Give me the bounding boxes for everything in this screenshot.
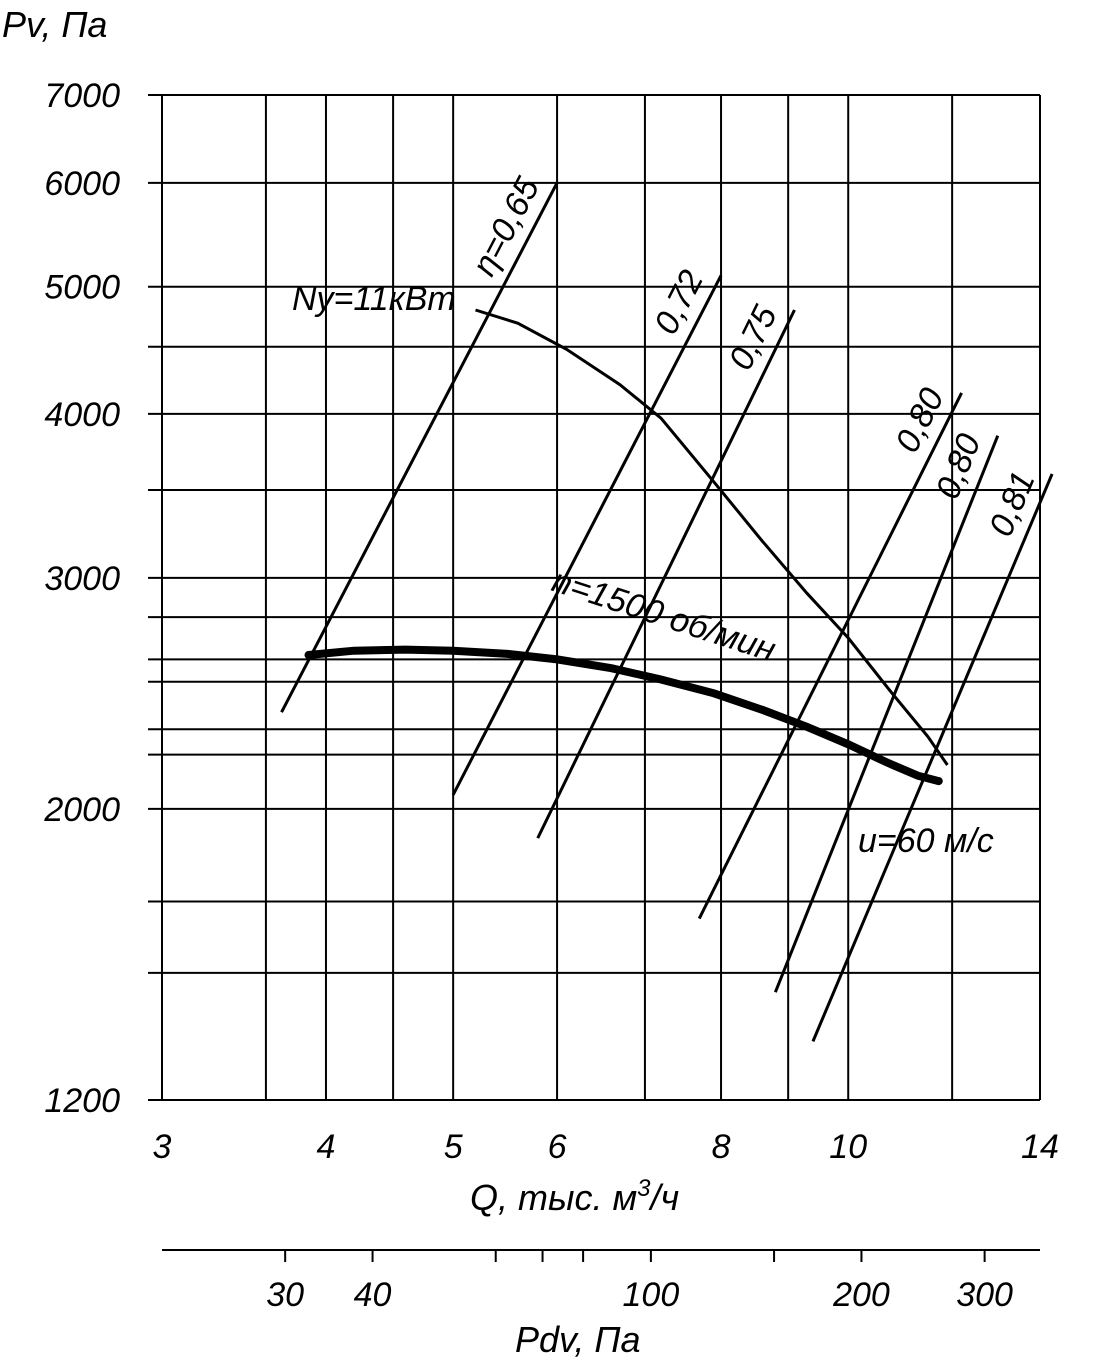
- efficiency-line: [536, 309, 796, 839]
- y-tick-label: 1200: [44, 1082, 120, 1120]
- power-curve: [475, 308, 949, 766]
- x-tick-label: 3: [153, 1128, 172, 1166]
- x2-tick-label: 300: [956, 1276, 1013, 1314]
- efficiency-label: 0,80: [888, 382, 952, 458]
- series-lines: [304, 308, 949, 786]
- efficiency-line: [811, 473, 1054, 1042]
- x2-tick-label: 40: [354, 1276, 392, 1314]
- tip-speed-label: u=60 м/с: [858, 822, 994, 860]
- x-tick-label: 5: [444, 1128, 463, 1166]
- y-tick-label: 3000: [44, 560, 120, 598]
- efficiency-line: [451, 274, 723, 796]
- y-tick-label: 4000: [44, 396, 120, 434]
- grid: [148, 94, 1041, 1262]
- x2-tick-label: 100: [623, 1276, 680, 1314]
- tick-labels: 1200 2000 3000 4000 5000 6000 7000 3 4 5 6 8 10 14 30 4…: [43, 77, 1059, 1314]
- efficiency-label: 0,72: [647, 264, 711, 340]
- x-tick-label: 6: [548, 1128, 567, 1166]
- efficiency-line: [773, 435, 1000, 993]
- x-axis-title-main: Q, тыс. м: [470, 1177, 637, 1218]
- power-label: Ny=11кВт: [292, 280, 456, 318]
- efficiency-label: 0,75: [722, 300, 785, 376]
- efficiency-line: [280, 182, 559, 713]
- x-tick-label: 8: [712, 1128, 731, 1166]
- x-axis-title-sup: 3: [637, 1175, 651, 1202]
- x-axis-title: Q, тыс. м3/ч: [470, 1175, 679, 1218]
- x-axis-title-tail: /ч: [648, 1177, 680, 1218]
- x2-tick-label: 200: [832, 1276, 890, 1314]
- curve-start-point: [304, 651, 313, 660]
- curve-end-point: [934, 777, 943, 786]
- y-tick-label: 2000: [43, 791, 120, 829]
- efficiency-line: [697, 392, 963, 920]
- efficiency-label: 0,81: [982, 466, 1043, 542]
- x2-tick-label: 30: [266, 1276, 304, 1314]
- y-tick-label: 7000: [44, 77, 120, 115]
- x-tick-label: 14: [1021, 1128, 1059, 1166]
- y-tick-label: 6000: [44, 165, 120, 203]
- x2-axis-title: Pdv, Па: [515, 1319, 640, 1360]
- x-tick-label: 4: [317, 1128, 336, 1166]
- performance-curve: [304, 645, 943, 786]
- y-tick-label: 5000: [44, 269, 120, 307]
- y-axis-title: Pv, Па: [2, 4, 107, 45]
- x-tick-label: 10: [829, 1128, 867, 1166]
